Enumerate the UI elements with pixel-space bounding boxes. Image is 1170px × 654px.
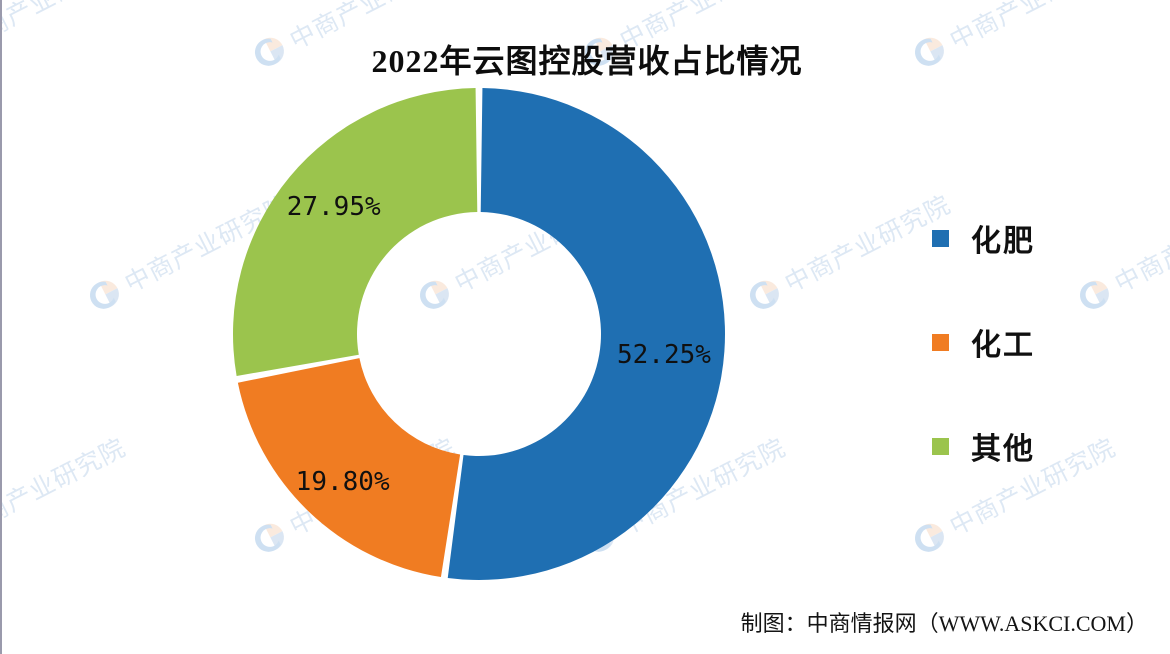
watermark-logo-icon <box>749 280 779 309</box>
watermark-text: 中商产业研究院 <box>1110 190 1170 299</box>
slice-group <box>232 88 725 580</box>
legend-swatch-icon <box>932 229 949 247</box>
slice-value-label: 19.80% <box>296 467 390 497</box>
legend-swatch-icon <box>932 437 949 455</box>
slice-value-label: 27.95% <box>287 192 381 222</box>
slice-label-group: 52.25% 19.80% 27.95% <box>287 192 712 497</box>
legend-item-1[interactable]: 化肥 <box>932 186 1112 290</box>
donut-chart: 52.25% 19.80% 27.95% <box>229 84 729 584</box>
chart-legend: 化肥 化工 其他 <box>932 186 1112 498</box>
donut-slice-3[interactable] <box>232 88 478 376</box>
donut-slice-1[interactable] <box>447 88 725 580</box>
legend-item-label: 化肥 <box>971 225 1035 258</box>
watermark-tile: 中商产业研究院 <box>742 185 956 318</box>
watermark-logo-icon <box>914 523 944 552</box>
legend-item-label: 化工 <box>971 329 1035 362</box>
legend-item-2[interactable]: 化工 <box>932 290 1112 394</box>
watermark-text: 中商产业研究院 <box>0 433 131 542</box>
legend-item-label: 其他 <box>971 433 1035 466</box>
watermark-logo-icon <box>89 280 119 309</box>
page-title: 2022年云图控股营收占比情况 <box>371 43 803 79</box>
donut-slice-2[interactable] <box>237 358 461 578</box>
slice-value-label: 52.25% <box>617 340 711 370</box>
legend-item-3[interactable]: 其他 <box>932 394 1112 498</box>
legend-swatch-icon <box>932 333 949 351</box>
donut-chart-svg: 52.25% 19.80% 27.95% <box>232 88 725 580</box>
watermark-text: 中商产业研究院 <box>780 190 956 299</box>
watermark-tile: 中商产业研究院 <box>0 428 131 561</box>
footer-credit: 制图：中商情报网（WWW.ASKCI.COM） <box>740 611 1148 636</box>
